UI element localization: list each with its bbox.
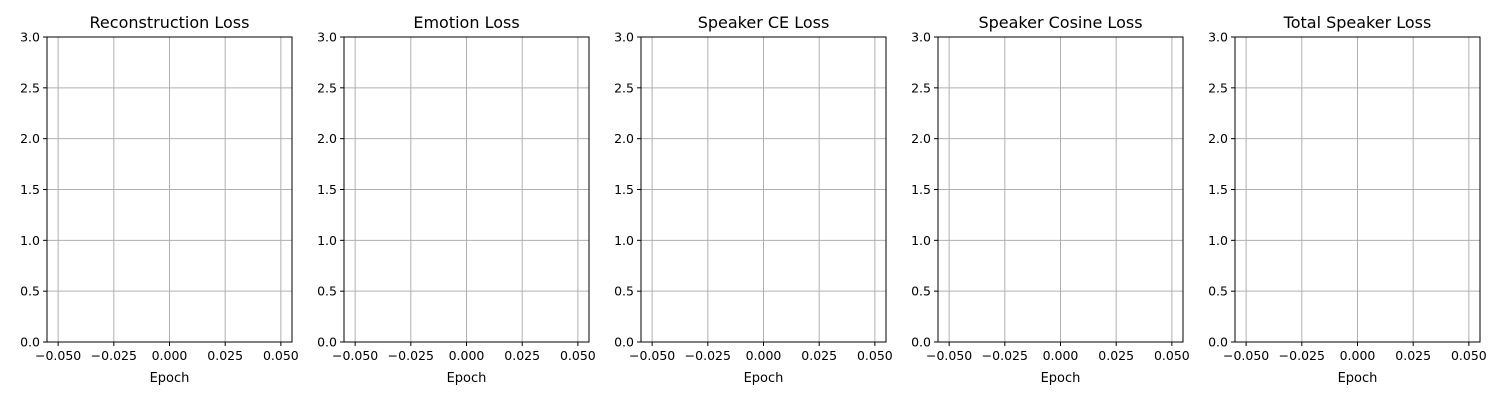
y-tick-label: 0.5 bbox=[614, 284, 634, 299]
y-tick-label: 0.5 bbox=[911, 284, 931, 299]
y-tick-label: 1.0 bbox=[1208, 233, 1228, 248]
y-tick-label: 1.0 bbox=[20, 233, 40, 248]
y-tick-label: 3.0 bbox=[20, 30, 40, 45]
x-tick-label: −0.050 bbox=[35, 348, 81, 363]
y-tick-label: 0.5 bbox=[20, 284, 40, 299]
x-tick-label: −0.050 bbox=[629, 348, 675, 363]
x-tick-label: 0.050 bbox=[263, 348, 299, 363]
x-tick-label: −0.025 bbox=[982, 348, 1028, 363]
subplot-1: −0.050 −0.025 0.000 0.025 0.050 0.0 0.5 1.0 1.5 2… bbox=[20, 13, 299, 386]
x-tick-label: 0.025 bbox=[1395, 348, 1431, 363]
y-tick-label: 0.0 bbox=[20, 335, 40, 350]
x-tick-label: 0.025 bbox=[504, 348, 540, 363]
y-tick-label: 3.0 bbox=[1208, 30, 1228, 45]
x-tick-label: 0.000 bbox=[152, 348, 188, 363]
x-tick-label: −0.050 bbox=[926, 348, 972, 363]
y-tick-label: 1.5 bbox=[1208, 182, 1228, 197]
y-tick-label: 1.0 bbox=[317, 233, 337, 248]
chart-title: Total Speaker Loss bbox=[1283, 13, 1432, 32]
x-tick-label: −0.025 bbox=[91, 348, 137, 363]
y-tick-label: 2.5 bbox=[911, 80, 931, 95]
x-axis-label: Epoch bbox=[1338, 371, 1378, 386]
y-tick-label: 0.5 bbox=[317, 284, 337, 299]
x-tick-label: −0.050 bbox=[1223, 348, 1269, 363]
y-tick-label: 1.5 bbox=[614, 182, 634, 197]
subplot-5: −0.050 −0.025 0.000 0.025 0.050 0.0 0.5 1.0 1.5 2… bbox=[1208, 13, 1487, 386]
x-tick-label: −0.050 bbox=[332, 348, 378, 363]
x-tick-label: 0.025 bbox=[801, 348, 837, 363]
y-tick-label: 2.5 bbox=[614, 80, 634, 95]
y-tick-label: 1.5 bbox=[20, 182, 40, 197]
y-tick-label: 1.0 bbox=[614, 233, 634, 248]
y-tick-label: 2.5 bbox=[1208, 80, 1228, 95]
x-tick-label: 0.050 bbox=[1451, 348, 1487, 363]
x-tick-label: 0.050 bbox=[857, 348, 893, 363]
x-tick-label: 0.025 bbox=[207, 348, 243, 363]
x-axis-label: Epoch bbox=[744, 371, 784, 386]
x-axis-label: Epoch bbox=[447, 371, 487, 386]
y-tick-label: 0.0 bbox=[1208, 335, 1228, 350]
x-tick-label: 0.000 bbox=[1043, 348, 1079, 363]
y-tick-label: 0.0 bbox=[614, 335, 634, 350]
x-tick-label: −0.025 bbox=[685, 348, 731, 363]
y-tick-label: 1.5 bbox=[911, 182, 931, 197]
y-tick-label: 2.5 bbox=[317, 80, 337, 95]
chart-title: Speaker CE Loss bbox=[698, 13, 830, 32]
x-tick-label: −0.025 bbox=[1279, 348, 1325, 363]
y-tick-label: 3.0 bbox=[911, 30, 931, 45]
chart-title: Reconstruction Loss bbox=[90, 13, 250, 32]
y-tick-label: 3.0 bbox=[614, 30, 634, 45]
y-tick-label: 2.0 bbox=[317, 131, 337, 146]
x-tick-label: 0.000 bbox=[746, 348, 782, 363]
y-tick-label: 1.0 bbox=[911, 233, 931, 248]
y-tick-label: 0.5 bbox=[1208, 284, 1228, 299]
y-tick-label: 2.5 bbox=[20, 80, 40, 95]
subplot-2: −0.050 −0.025 0.000 0.025 0.050 0.0 0.5 1.0 1.5 2… bbox=[317, 13, 596, 386]
y-tick-label: 2.0 bbox=[911, 131, 931, 146]
x-tick-label: 0.025 bbox=[1098, 348, 1134, 363]
x-tick-label: 0.000 bbox=[449, 348, 485, 363]
subplot-4: −0.050 −0.025 0.000 0.025 0.050 0.0 0.5 1.0 1.5 2… bbox=[911, 13, 1190, 386]
x-axis-label: Epoch bbox=[150, 371, 190, 386]
y-tick-label: 0.0 bbox=[317, 335, 337, 350]
y-tick-label: 2.0 bbox=[614, 131, 634, 146]
chart-title: Speaker Cosine Loss bbox=[978, 13, 1142, 32]
x-tick-label: −0.025 bbox=[388, 348, 434, 363]
x-axis-label: Epoch bbox=[1041, 371, 1081, 386]
y-tick-label: 0.0 bbox=[911, 335, 931, 350]
x-tick-label: 0.000 bbox=[1340, 348, 1376, 363]
x-tick-label: 0.050 bbox=[1154, 348, 1190, 363]
y-tick-label: 2.0 bbox=[20, 131, 40, 146]
subplot-3: −0.050 −0.025 0.000 0.025 0.050 0.0 0.5 1.0 1.5 2… bbox=[614, 13, 893, 386]
y-tick-label: 3.0 bbox=[317, 30, 337, 45]
x-tick-label: 0.050 bbox=[560, 348, 596, 363]
y-tick-label: 1.5 bbox=[317, 182, 337, 197]
y-tick-label: 2.0 bbox=[1208, 131, 1228, 146]
chart-title: Emotion Loss bbox=[413, 13, 519, 32]
